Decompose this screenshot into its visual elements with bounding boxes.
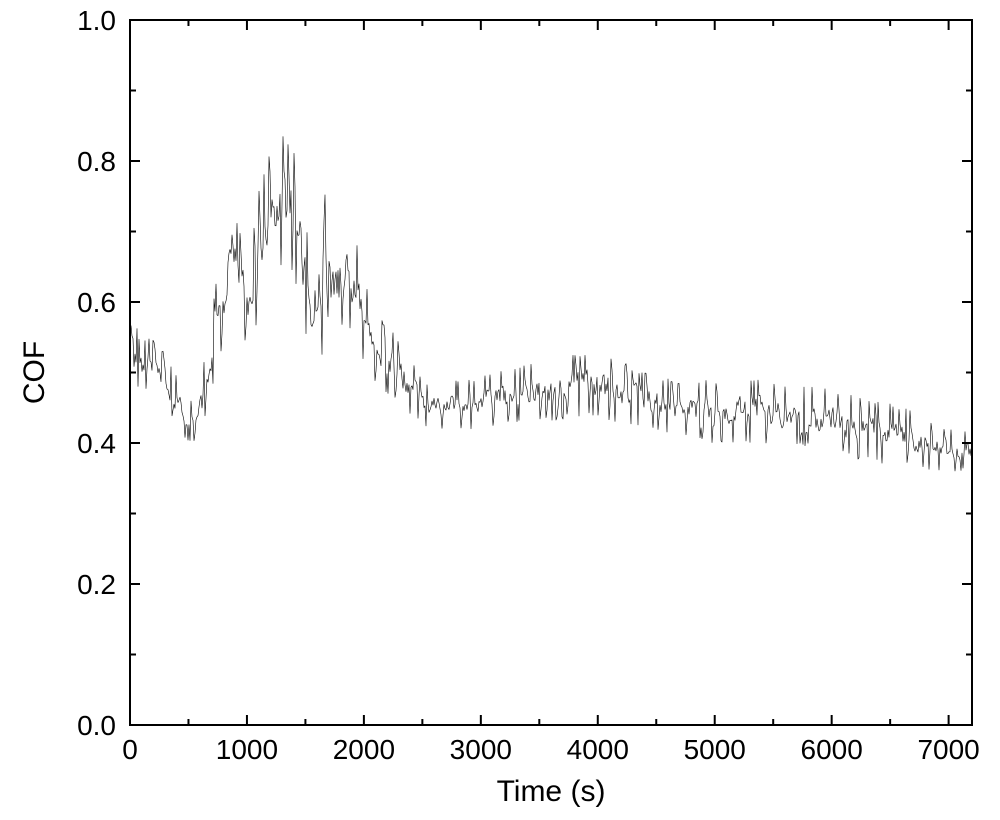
chart-svg: 0 1000 2000 3000 4000 5000 6000 7000 0.0 0.2 0.4 0.… (0, 0, 1000, 820)
x-axis-label: Time (s) (497, 775, 606, 808)
y-tick-label: 1.0 (77, 5, 116, 36)
x-tick-label: 3000 (450, 734, 512, 765)
x-tick-label: 6000 (801, 734, 863, 765)
x-tick-label: 2000 (333, 734, 395, 765)
x-tick-label: 7000 (917, 734, 979, 765)
x-tick-label: 5000 (684, 734, 746, 765)
y-axis-label: COF (18, 341, 51, 404)
x-tick-label: 4000 (567, 734, 629, 765)
y-tick-label: 0.4 (77, 428, 116, 459)
y-tick-label: 0.6 (77, 287, 116, 318)
cof-chart: 0 1000 2000 3000 4000 5000 6000 7000 0.0 0.2 0.4 0.… (0, 0, 1000, 820)
y-tick-label: 0.8 (77, 146, 116, 177)
x-tick-label: 0 (122, 734, 138, 765)
y-tick-label: 0.0 (77, 710, 116, 741)
x-tick-label: 1000 (216, 734, 278, 765)
y-tick-label: 0.2 (77, 569, 116, 600)
